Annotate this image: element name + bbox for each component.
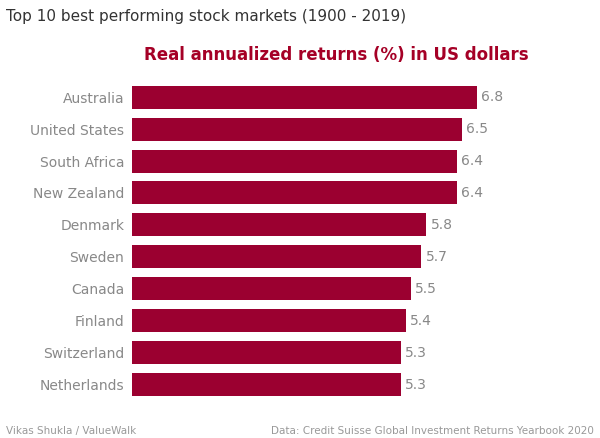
Bar — [132, 85, 477, 109]
Text: 5.4: 5.4 — [410, 314, 432, 328]
Bar — [132, 341, 401, 364]
Bar — [132, 181, 457, 205]
Text: Vikas Shukla / ValueWalk: Vikas Shukla / ValueWalk — [6, 426, 136, 436]
Bar — [132, 373, 401, 396]
Text: 5.8: 5.8 — [431, 218, 452, 232]
Text: 6.5: 6.5 — [466, 122, 488, 136]
Bar — [132, 245, 421, 268]
Bar — [132, 117, 462, 141]
Text: 5.5: 5.5 — [415, 282, 437, 296]
Bar — [132, 277, 411, 300]
Text: 5.3: 5.3 — [405, 378, 427, 392]
Text: 5.7: 5.7 — [425, 250, 448, 264]
Text: Real annualized returns (%) in US dollars: Real annualized returns (%) in US dollar… — [143, 46, 529, 64]
Text: 6.8: 6.8 — [481, 90, 503, 104]
Text: Top 10 best performing stock markets (1900 - 2019): Top 10 best performing stock markets (19… — [6, 9, 406, 24]
Bar — [132, 309, 406, 332]
Bar — [132, 149, 457, 173]
Text: Data: Credit Suisse Global Investment Returns Yearbook 2020: Data: Credit Suisse Global Investment Re… — [271, 426, 594, 436]
Text: 6.4: 6.4 — [461, 154, 483, 168]
Text: 5.3: 5.3 — [405, 346, 427, 360]
Bar — [132, 213, 427, 237]
Text: 6.4: 6.4 — [461, 186, 483, 200]
